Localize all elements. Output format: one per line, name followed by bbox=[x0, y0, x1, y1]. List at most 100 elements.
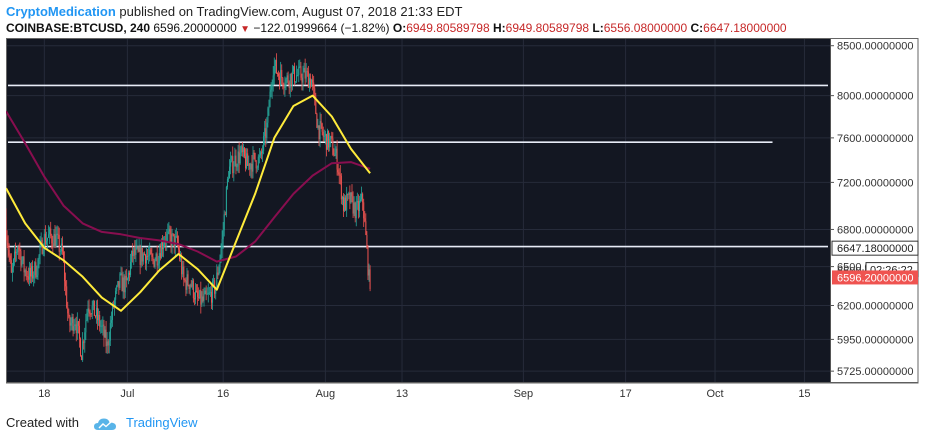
candle-body[interactable] bbox=[81, 355, 83, 361]
candle-body[interactable] bbox=[243, 148, 245, 157]
candle-body[interactable] bbox=[38, 255, 40, 260]
candle-body[interactable] bbox=[346, 194, 348, 211]
candle-body[interactable] bbox=[256, 167, 258, 169]
candle-body[interactable] bbox=[282, 78, 284, 86]
candle-body[interactable] bbox=[285, 79, 287, 86]
candle-body[interactable] bbox=[251, 163, 253, 172]
candle-body[interactable] bbox=[264, 128, 266, 137]
candle-body[interactable] bbox=[177, 242, 179, 250]
candle-body[interactable] bbox=[159, 253, 161, 259]
candle-body[interactable] bbox=[31, 266, 33, 277]
candle-body[interactable] bbox=[268, 107, 270, 109]
candle-body[interactable] bbox=[218, 267, 220, 275]
candle-body[interactable] bbox=[290, 73, 292, 85]
candle-body[interactable] bbox=[320, 121, 322, 124]
candle-body[interactable] bbox=[340, 175, 342, 200]
candle-body[interactable] bbox=[262, 150, 264, 154]
candle-body[interactable] bbox=[360, 199, 362, 201]
candle-body[interactable] bbox=[143, 253, 145, 255]
candle-body[interactable] bbox=[226, 178, 228, 187]
candle-body[interactable] bbox=[128, 272, 130, 275]
candle-body[interactable] bbox=[76, 321, 78, 334]
candle-body[interactable] bbox=[223, 214, 225, 231]
candle-body[interactable] bbox=[183, 266, 185, 280]
candle-body[interactable] bbox=[267, 108, 269, 123]
candle-body[interactable] bbox=[316, 113, 318, 128]
candle-body[interactable] bbox=[291, 71, 293, 85]
candle-body[interactable] bbox=[335, 148, 337, 153]
candle-body[interactable] bbox=[18, 247, 20, 250]
candle-body[interactable] bbox=[104, 329, 106, 338]
candle-body[interactable] bbox=[339, 174, 341, 176]
candle-body[interactable] bbox=[15, 251, 17, 254]
candle-body[interactable] bbox=[26, 276, 28, 277]
candle-body[interactable] bbox=[319, 121, 321, 140]
candle-body[interactable] bbox=[354, 202, 356, 219]
candle-body[interactable] bbox=[152, 256, 154, 260]
candle-body[interactable] bbox=[368, 269, 370, 276]
candle-body[interactable] bbox=[61, 243, 63, 252]
candle-body[interactable] bbox=[93, 300, 95, 317]
candle-body[interactable] bbox=[19, 249, 21, 252]
candle-body[interactable] bbox=[300, 66, 302, 78]
candle-body[interactable] bbox=[276, 73, 278, 74]
candle-body[interactable] bbox=[352, 196, 354, 214]
candle-body[interactable] bbox=[336, 148, 338, 170]
candle-body[interactable] bbox=[206, 294, 208, 295]
candle-body[interactable] bbox=[361, 193, 363, 200]
candle-body[interactable] bbox=[98, 314, 100, 321]
candle-body[interactable] bbox=[278, 73, 280, 77]
candle-body[interactable] bbox=[261, 152, 263, 154]
candle-body[interactable] bbox=[99, 314, 101, 327]
candle-body[interactable] bbox=[124, 275, 126, 293]
candle-body[interactable] bbox=[125, 275, 127, 281]
candle-body[interactable] bbox=[194, 290, 196, 300]
candle-body[interactable] bbox=[289, 73, 291, 89]
candle-body[interactable] bbox=[62, 251, 64, 261]
candle-body[interactable] bbox=[334, 152, 336, 156]
candle-body[interactable] bbox=[196, 290, 198, 292]
candle-body[interactable] bbox=[273, 65, 275, 76]
candle-body[interactable] bbox=[83, 341, 85, 343]
candle-body[interactable] bbox=[161, 242, 163, 250]
candle-body[interactable] bbox=[287, 75, 289, 83]
candle-body[interactable] bbox=[149, 249, 151, 256]
candle-body[interactable] bbox=[84, 332, 86, 343]
candle-body[interactable] bbox=[190, 284, 192, 287]
candle-body[interactable] bbox=[9, 255, 11, 261]
candle-body[interactable] bbox=[34, 262, 36, 276]
author-link[interactable]: CryptoMedication bbox=[6, 4, 116, 19]
chart-area[interactable]: 8500.00000000 8000.00000000 7600.00000000 7… bbox=[6, 38, 926, 408]
candle-body[interactable] bbox=[92, 300, 94, 307]
candle-body[interactable] bbox=[68, 313, 70, 317]
candle-body[interactable] bbox=[65, 281, 67, 287]
candle-body[interactable] bbox=[147, 255, 149, 257]
candle-body[interactable] bbox=[270, 89, 272, 92]
candle-body[interactable] bbox=[29, 268, 31, 277]
candle-body[interactable] bbox=[201, 296, 203, 305]
candle-body[interactable] bbox=[364, 218, 366, 222]
candle-body[interactable] bbox=[163, 244, 165, 250]
candle-body[interactable] bbox=[263, 136, 265, 151]
candle-body[interactable] bbox=[323, 135, 325, 137]
candle-body[interactable] bbox=[57, 233, 59, 235]
candle-body[interactable] bbox=[7, 242, 9, 251]
candle-body[interactable] bbox=[88, 308, 90, 312]
candle-body[interactable] bbox=[174, 236, 176, 248]
candle-body[interactable] bbox=[24, 270, 26, 273]
candle-body[interactable] bbox=[249, 163, 251, 170]
candle-body[interactable] bbox=[222, 230, 224, 240]
candle-body[interactable] bbox=[294, 66, 296, 83]
candle-body[interactable] bbox=[188, 285, 190, 290]
candle-body[interactable] bbox=[144, 254, 146, 264]
tradingview-brand[interactable]: TradingView bbox=[126, 415, 198, 430]
candle-body[interactable] bbox=[6, 237, 8, 243]
candle-body[interactable] bbox=[168, 228, 170, 232]
candle-body[interactable] bbox=[151, 254, 153, 257]
candle-body[interactable] bbox=[232, 156, 234, 174]
candle-body[interactable] bbox=[235, 155, 237, 167]
candle-body[interactable] bbox=[308, 78, 310, 88]
candle-body[interactable] bbox=[362, 193, 364, 203]
candle-body[interactable] bbox=[135, 247, 137, 255]
price-axis-background[interactable] bbox=[830, 38, 918, 394]
